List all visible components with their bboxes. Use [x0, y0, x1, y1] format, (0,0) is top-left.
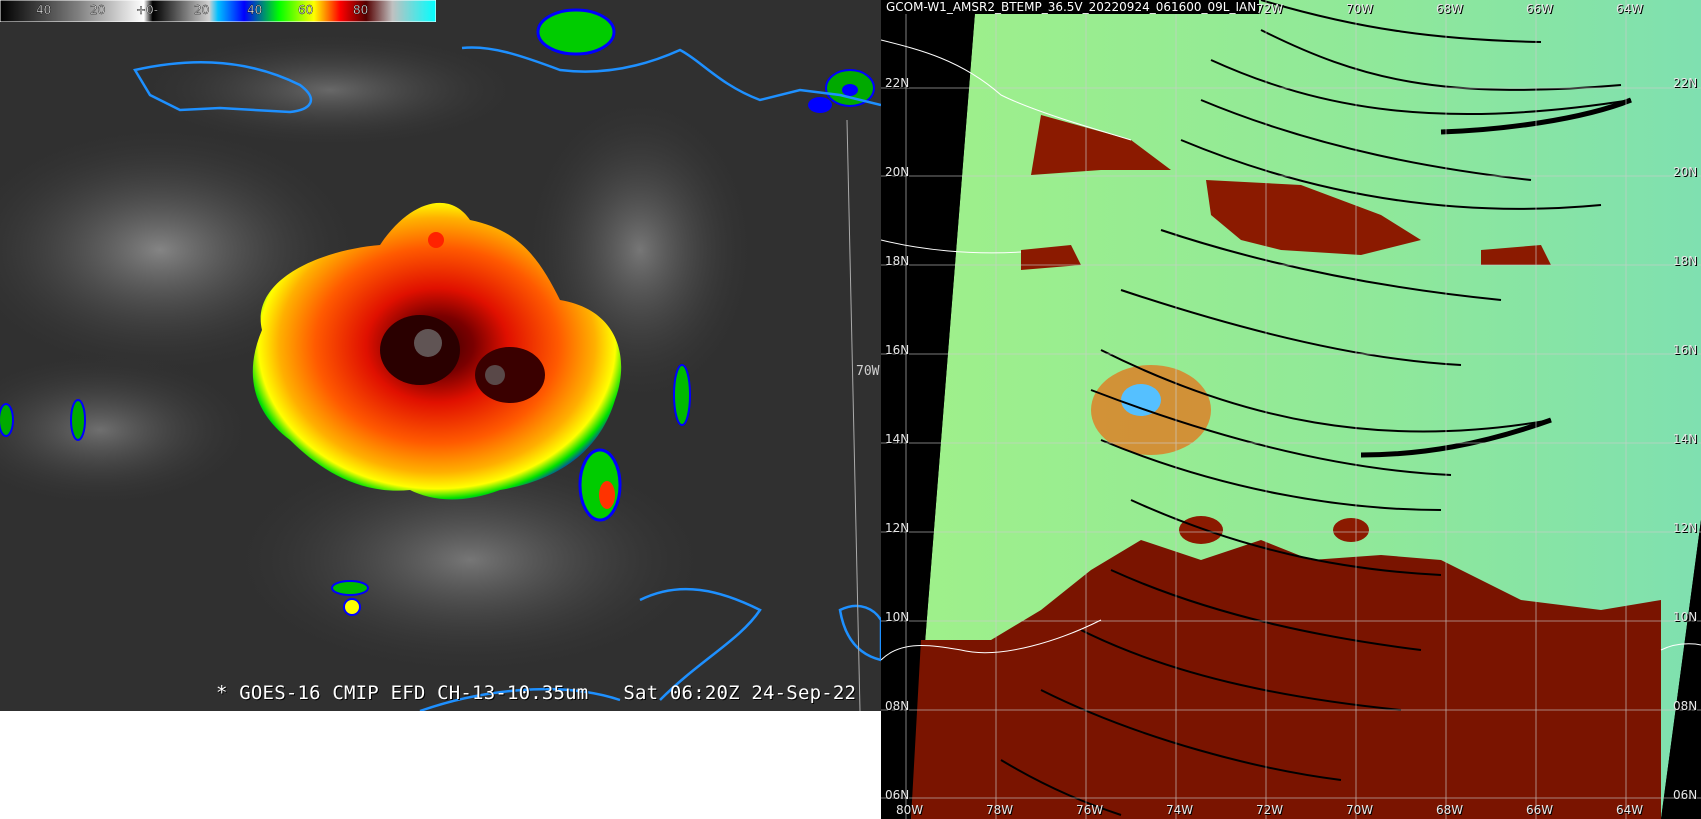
- colorbar-tick: 40: [36, 3, 51, 17]
- lat-label-right: 16N: [1673, 343, 1698, 357]
- lat-label: 10N: [885, 610, 910, 624]
- lat-label-right: 18N: [1673, 254, 1698, 268]
- goes-ir-imagery: [0, 0, 881, 711]
- lon-label-top: 72W: [1256, 2, 1284, 16]
- colorbar-tick: 20: [194, 3, 209, 17]
- amsr2-imagery: [881, 0, 1701, 819]
- amsr2-image: GCOM-W1_AMSR2_BTEMP_36.5V_20220924_06160…: [881, 0, 1701, 819]
- lat-label-right: 10N: [1673, 610, 1698, 624]
- lon-label-top: 66W: [1526, 2, 1554, 16]
- lon-label-bottom: 70W: [1346, 803, 1374, 817]
- lat-label: 16N: [885, 343, 910, 357]
- lat-label: 18N: [885, 254, 910, 268]
- lon-label-bottom: 80W: [896, 803, 924, 817]
- colorbar-tick: 80: [353, 3, 368, 17]
- lat-label-right: 22N: [1673, 76, 1698, 90]
- goes-lon-label: 70W: [856, 364, 880, 379]
- lon-label-bottom: 68W: [1436, 803, 1464, 817]
- lat-label: 06N: [885, 788, 910, 802]
- colorbar: 40 20 +0- 20 40 60 80: [0, 0, 436, 22]
- lon-label-bottom: 64W: [1616, 803, 1644, 817]
- colorbar-tick: 60: [298, 3, 313, 17]
- lat-label-right: 06N: [1673, 788, 1698, 802]
- lon-label-top: 64W: [1616, 2, 1644, 16]
- lon-label-top: 68W: [1436, 2, 1464, 16]
- lat-label: 08N: [885, 699, 910, 713]
- lon-label-bottom: 74W: [1166, 803, 1194, 817]
- colorbar-tick: 20: [90, 3, 105, 17]
- lon-label-top: 70W: [1346, 2, 1374, 16]
- lat-label: 12N: [885, 521, 910, 535]
- lon-label-bottom: 72W: [1256, 803, 1284, 817]
- colorbar-tick: +0-: [136, 3, 158, 17]
- goes-caption: * GOES-16 CMIP EFD CH-13-10.35um Sat 06:…: [216, 682, 857, 704]
- lat-label-right: 20N: [1673, 165, 1698, 179]
- goes-ir-image: 40 20 +0- 20 40 60 80 70W * GOES-16 CMIP…: [0, 0, 881, 711]
- lat-label: 20N: [885, 165, 910, 179]
- lon-label-bottom: 76W: [1076, 803, 1104, 817]
- lon-label-bottom: 78W: [986, 803, 1014, 817]
- blank-area: [0, 711, 881, 819]
- lat-label-right: 12N: [1673, 521, 1698, 535]
- colorbar-tick: 40: [247, 3, 262, 17]
- lon-label-bottom: 66W: [1526, 803, 1554, 817]
- lat-label: 14N: [885, 432, 910, 446]
- amsr-title: GCOM-W1_AMSR2_BTEMP_36.5V_20220924_06160…: [883, 0, 1260, 14]
- lat-label-right: 08N: [1673, 699, 1698, 713]
- lat-label-right: 14N: [1673, 432, 1698, 446]
- lat-label: 22N: [885, 76, 910, 90]
